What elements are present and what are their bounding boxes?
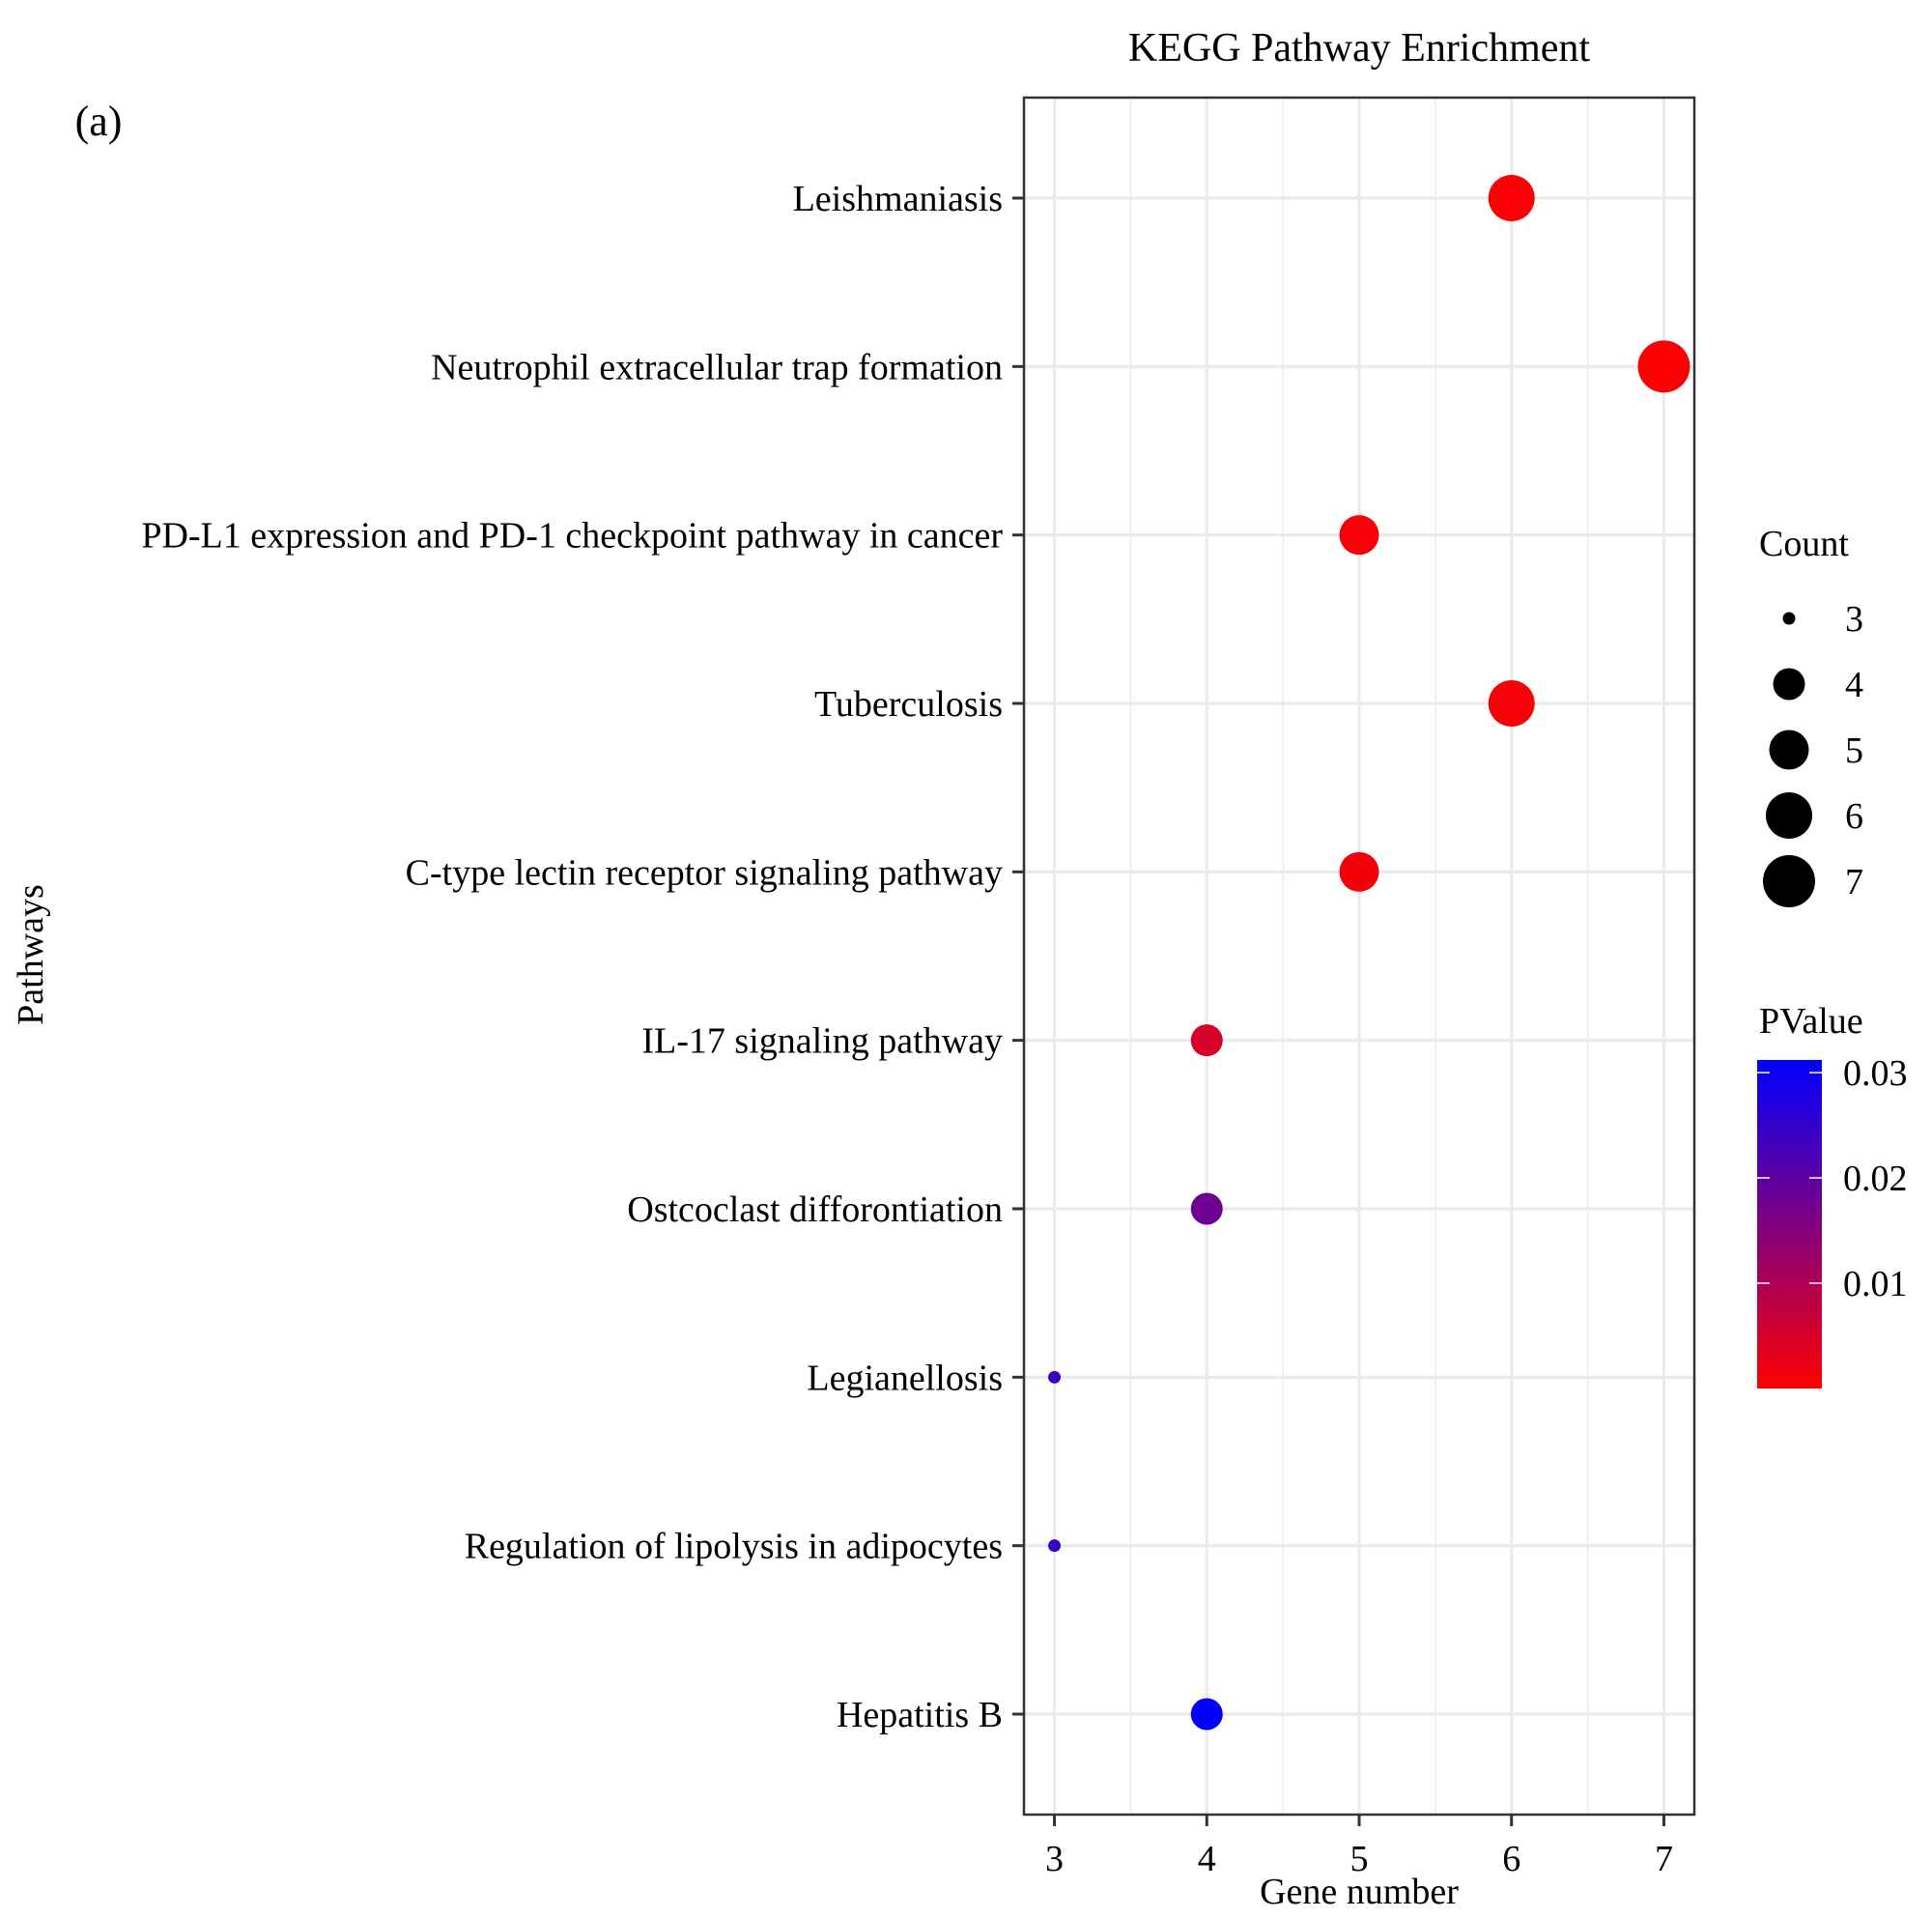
colorbar-label: 0.01 xyxy=(1843,1264,1908,1304)
point xyxy=(1190,1192,1223,1225)
y-tick-label: Tuberculosis xyxy=(814,684,1003,725)
size-legend-label: 3 xyxy=(1845,599,1863,640)
x-tick-label: 5 xyxy=(1350,1839,1369,1879)
y-tick-label: IL-17 signaling pathway xyxy=(641,1021,1003,1062)
size-legend-key xyxy=(1766,792,1812,839)
size-legend-key xyxy=(1782,612,1796,625)
size-legend-key xyxy=(1763,855,1815,907)
y-tick-label: Regulation of lipolysis in adipocytes xyxy=(465,1527,1003,1567)
size-legend-title: Count xyxy=(1759,524,1849,564)
point xyxy=(1339,515,1379,556)
size-legend-label: 6 xyxy=(1845,796,1863,837)
size-legend: Count 3 4 5 6 7 xyxy=(1759,524,1863,907)
y-tick-label: Neutrophil extracellular trap formation xyxy=(431,347,1003,387)
y-tick-label: C-type lectin receptor signaling pathway xyxy=(406,852,1003,893)
point xyxy=(1190,1698,1223,1731)
x-tick-label: 7 xyxy=(1655,1839,1673,1879)
y-tick-label: Leishmaniasis xyxy=(793,179,1003,219)
point xyxy=(1048,1370,1062,1384)
size-legend-label: 4 xyxy=(1845,665,1863,705)
x-tick-label: 6 xyxy=(1502,1839,1520,1879)
color-legend-title: PValue xyxy=(1759,1001,1863,1042)
chart-title: KEGG Pathway Enrichment xyxy=(1128,26,1591,71)
y-tick-label: PD-L1 expression and PD-1 checkpoint pat… xyxy=(141,516,1003,557)
color-legend: PValue 0.03 0.02 0.01 xyxy=(1757,1001,1908,1388)
size-legend-key xyxy=(1773,668,1805,701)
point xyxy=(1048,1539,1062,1553)
panel-label: (a) xyxy=(75,98,123,145)
x-axis: 3 4 5 6 7 xyxy=(1045,1815,1673,1879)
point xyxy=(1637,340,1690,393)
colorbar xyxy=(1757,1060,1822,1388)
point xyxy=(1339,851,1379,892)
y-axis: Leishmaniasis Neutrophil extracellular tr… xyxy=(141,179,1024,1735)
points xyxy=(1048,175,1690,1731)
colorbar-label: 0.03 xyxy=(1843,1053,1908,1094)
y-tick-label: Hepatitis B xyxy=(837,1695,1003,1735)
size-legend-label: 5 xyxy=(1845,730,1863,771)
x-tick-label: 4 xyxy=(1198,1839,1216,1879)
y-axis-label: Pathways xyxy=(11,884,51,1025)
point xyxy=(1488,175,1535,221)
y-tick-label: Ostcoclast difforontiation xyxy=(627,1189,1003,1230)
grid xyxy=(1024,98,1694,1815)
size-legend-key xyxy=(1769,730,1809,770)
point xyxy=(1190,1024,1223,1057)
x-axis-label: Gene number xyxy=(1260,1872,1459,1912)
colorbar-label: 0.02 xyxy=(1843,1159,1908,1199)
x-tick-label: 3 xyxy=(1045,1839,1064,1879)
y-tick-label: Legianellosis xyxy=(807,1358,1003,1398)
size-legend-label: 7 xyxy=(1845,862,1863,902)
point xyxy=(1488,680,1535,727)
